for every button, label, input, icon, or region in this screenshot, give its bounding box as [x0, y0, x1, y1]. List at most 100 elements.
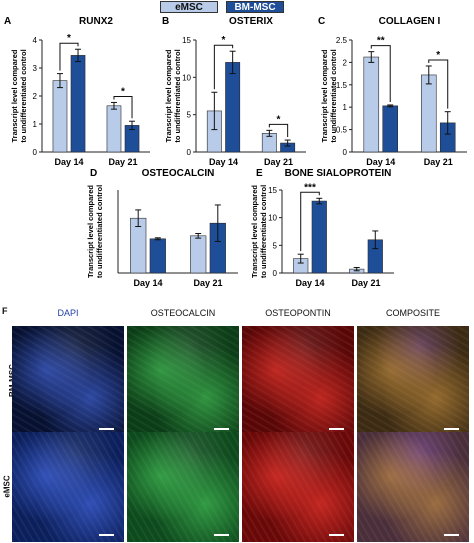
micrograph-image	[12, 432, 124, 542]
significance-marker: *	[222, 35, 226, 46]
y-tick-label: 10	[268, 214, 277, 223]
x-tick-label: Day 21	[108, 157, 137, 167]
y-axis-label-line: Transcript level compared	[10, 49, 19, 142]
bar-emsc	[106, 105, 122, 153]
bar-bm-msc	[225, 62, 241, 153]
y-tick-label: 1	[343, 103, 348, 112]
legend: eMSC BM-MSC	[160, 0, 284, 14]
micrograph-image	[127, 432, 239, 542]
legend-swatch-bmmsc: BM-MSC	[226, 1, 284, 13]
y-tick-label: 3	[33, 64, 38, 73]
y-tick-label: 15	[268, 186, 277, 195]
chart-title: COLLAGEN I	[379, 16, 441, 27]
significance-marker: *	[67, 33, 71, 44]
y-tick-label: 0	[187, 148, 192, 157]
chart-d: D OSTEOCALCIN Transcript level comparedto …	[86, 168, 238, 288]
scale-bar	[214, 428, 229, 430]
bar-bm-msc	[70, 55, 86, 153]
micrograph-image	[357, 432, 469, 542]
scale-bar	[99, 534, 114, 536]
y-axis-label-line: Transcript level compared	[250, 185, 259, 278]
significance-bracket	[370, 45, 391, 102]
y-tick-label: 0	[343, 148, 348, 157]
significance-marker: *	[121, 86, 125, 97]
micrograph-column-label: DAPI	[57, 308, 79, 318]
significance-bracket	[428, 59, 449, 109]
y-tick-label: 2	[343, 58, 348, 67]
significance-bracket	[59, 42, 79, 71]
panel-label: B	[162, 16, 169, 27]
panel-label: A	[4, 16, 11, 27]
scale-bar	[444, 534, 459, 536]
bar-bm-msc	[149, 238, 166, 274]
scale-bar	[99, 428, 114, 430]
y-tick-label: 5	[273, 241, 278, 250]
x-tick-label: Day 21	[264, 157, 293, 167]
scale-bar	[329, 428, 344, 430]
y-tick-label: 0	[33, 148, 38, 157]
panel-label-f: F	[2, 306, 8, 316]
x-tick-label: Day 21	[351, 278, 380, 288]
bar-emsc	[420, 74, 437, 153]
significance-marker: ***	[304, 182, 316, 193]
bar-emsc	[363, 56, 380, 153]
micrograph-image	[127, 326, 239, 436]
y-tick-label: 2	[33, 92, 38, 101]
y-tick-label: 4	[33, 36, 38, 45]
x-tick-label: Day 21	[193, 278, 222, 288]
micrograph-row-label: eMSC	[2, 475, 12, 498]
significance-bracket	[213, 44, 234, 90]
legend-label-emsc: eMSC	[175, 1, 203, 13]
y-axis-label-line: Transcript level compared	[320, 49, 329, 142]
y-axis-label: Transcript level comparedto undifferenti…	[86, 185, 104, 279]
chart-title: OSTERIX	[229, 16, 273, 27]
micrograph-column-label: OSTEOCALCIN	[150, 308, 216, 318]
y-tick-label: 0.5	[336, 126, 348, 135]
chart-title: RUNX2	[79, 16, 113, 27]
y-axis-label-line: to undifferentiated control	[259, 185, 268, 278]
significance-bracket	[268, 123, 289, 138]
chart-title: OSTEOCALCIN	[142, 168, 215, 179]
x-tick-label: Day 21	[424, 157, 453, 167]
scale-bar	[214, 534, 229, 536]
y-axis-label-line: to undifferentiated control	[95, 185, 104, 278]
micrograph-column-label: COMPOSITE	[385, 308, 440, 318]
significance-marker: *	[277, 114, 281, 125]
y-axis-label-line: Transcript level compared	[164, 49, 173, 142]
micrograph-image	[242, 432, 354, 542]
panel-label: D	[90, 168, 97, 179]
micrograph-image	[12, 326, 124, 436]
significance-marker: *	[436, 50, 440, 61]
x-tick-label: Day 14	[54, 157, 83, 167]
significance-bracket	[113, 95, 133, 119]
bar-emsc	[190, 235, 207, 274]
y-axis-label: Transcript level comparedto undifferenti…	[320, 49, 338, 143]
y-tick-label: 5	[187, 111, 192, 120]
legend-label-bmmsc: BM-MSC	[234, 1, 276, 13]
bar-bm-msc	[311, 200, 327, 274]
y-tick-label: 15	[182, 36, 191, 45]
micrograph-panel: F DAPIOSTEOCALCINOSTEOPONTINCOMPOSITEBM-…	[0, 304, 474, 543]
y-tick-label: 10	[182, 73, 191, 82]
legend-swatch-emsc: eMSC	[160, 1, 218, 13]
y-axis-label: Transcript level comparedto undifferenti…	[10, 49, 28, 143]
y-axis-label: Transcript level comparedto undifferenti…	[164, 49, 182, 143]
chart-c: C COLLAGEN I 0 0.5 1 1.5 2 2.5 Transcript level …	[318, 16, 467, 167]
y-axis-label-line: to undifferentiated control	[329, 49, 338, 142]
scale-bar	[329, 534, 344, 536]
x-tick-label: Day 14	[133, 278, 162, 288]
y-tick-label: 2.5	[336, 36, 348, 45]
micrograph-image	[357, 326, 469, 436]
panel-label: C	[318, 16, 325, 27]
bar-emsc	[52, 80, 68, 153]
y-axis-label-line: Transcript level compared	[86, 185, 95, 278]
panel-label: E	[256, 168, 263, 179]
y-axis-label: Transcript level comparedto undifferenti…	[250, 185, 268, 279]
scale-bar	[444, 428, 459, 430]
micrograph-image	[242, 326, 354, 436]
y-axis-label-line: to undifferentiated control	[19, 49, 28, 142]
significance-marker: **	[377, 36, 385, 47]
